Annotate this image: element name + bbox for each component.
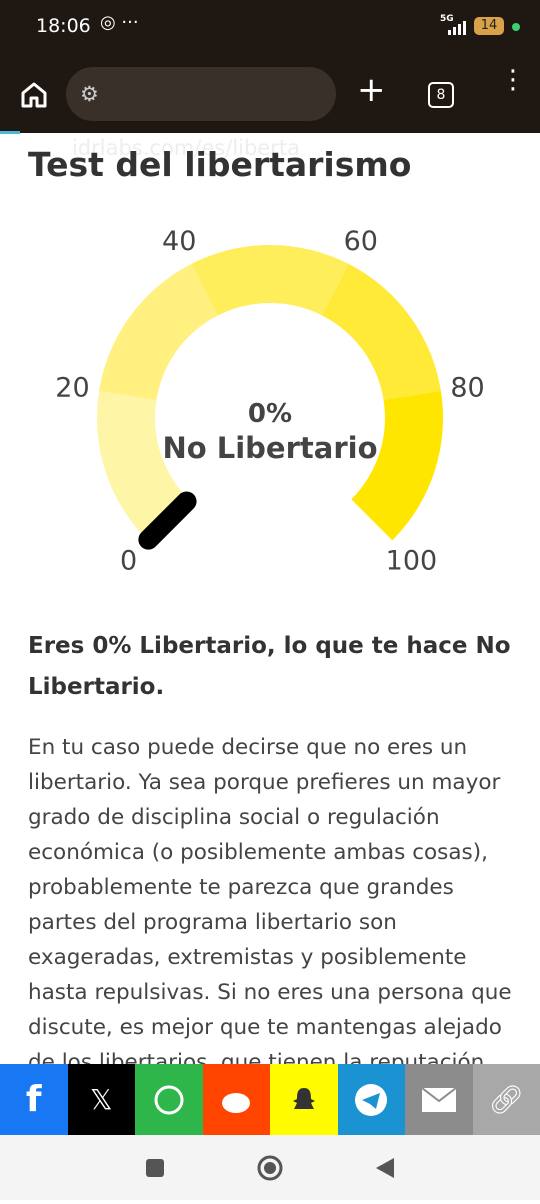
gauge: 0 20 40 60 80 100 0%No Libertario bbox=[0, 200, 540, 600]
gauge-tick-label: 40 bbox=[162, 226, 196, 257]
signal-icon bbox=[446, 20, 468, 36]
menu[interactable]: ⋮ bbox=[500, 74, 526, 86]
gauge-segment bbox=[322, 264, 441, 400]
share-x[interactable]: 𝕏 bbox=[68, 1064, 136, 1135]
share-whatsapp[interactable] bbox=[135, 1064, 203, 1135]
status-bar: 18:06 ◎ ··· 5G 14 bbox=[0, 0, 540, 52]
share-telegram[interactable] bbox=[338, 1064, 406, 1135]
gauge-segment bbox=[99, 264, 218, 400]
gauge-tick-label: 0 bbox=[120, 545, 137, 576]
home-dot bbox=[264, 1162, 276, 1174]
share-reddit[interactable] bbox=[203, 1064, 271, 1135]
gauge-tick-label: 100 bbox=[386, 545, 438, 576]
dot bbox=[511, 22, 521, 32]
share-facebook[interactable]: f bbox=[0, 1064, 68, 1135]
share-snapchat[interactable] bbox=[270, 1064, 338, 1135]
url-bar[interactable]: ⚙ idrlabs.com/es/liberta bbox=[66, 67, 336, 121]
gauge-value: 0% bbox=[248, 399, 292, 429]
battery: 14 bbox=[474, 17, 504, 35]
gauge-segment bbox=[191, 245, 348, 316]
site-icon: ⚙ bbox=[80, 82, 99, 106]
browser-bar: ⚙ idrlabs.com/es/liberta + 8 ⋮ bbox=[0, 52, 540, 133]
tab-count[interactable]: 8 bbox=[428, 82, 454, 108]
page-title: Test del libertarismo bbox=[28, 145, 411, 184]
gauge-tick-label: 80 bbox=[450, 373, 484, 404]
progress bbox=[0, 131, 20, 134]
home-button[interactable] bbox=[20, 81, 48, 109]
gauge-result: No Libertario bbox=[162, 431, 377, 465]
gauge-tick-label: 60 bbox=[344, 226, 378, 257]
back-button[interactable] bbox=[376, 1158, 394, 1178]
share-email[interactable] bbox=[405, 1064, 473, 1135]
gauge-tick-label: 20 bbox=[55, 373, 89, 404]
nav-buttons bbox=[0, 1135, 540, 1200]
result-text: En tu caso puede decirse que no eres un … bbox=[28, 730, 520, 1064]
result-heading: Eres 0% Libertario, lo que te hace No Li… bbox=[28, 626, 518, 708]
nav-bar bbox=[0, 1135, 540, 1200]
new-tab[interactable]: + bbox=[357, 70, 386, 110]
recents-button[interactable] bbox=[146, 1159, 164, 1177]
clock: 18:06 bbox=[36, 15, 91, 37]
share-link[interactable]: 🔗︎ bbox=[473, 1064, 540, 1135]
notification-icons: ◎ ··· bbox=[100, 12, 139, 33]
share-bar: f 𝕏 🔗︎ bbox=[0, 1064, 540, 1135]
gauge-segment bbox=[351, 391, 443, 540]
